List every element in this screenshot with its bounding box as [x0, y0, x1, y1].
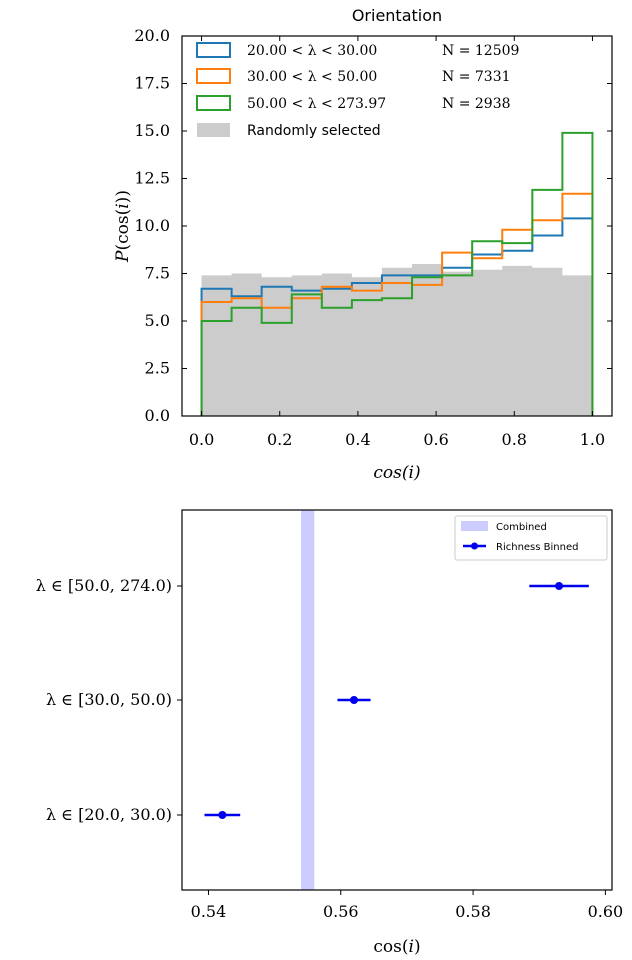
x-tick-label: 1.0 [580, 430, 605, 449]
legend-n-1: N = 7331 [442, 69, 511, 85]
y-axis-label: P(cos(i)) [113, 190, 133, 263]
y-tick-label: 0.0 [145, 406, 170, 425]
histogram-series [200, 131, 594, 416]
data-point [555, 582, 564, 590]
y-axis: 0.0 2.5 5.0 7.5 10.0 12.5 15.0 17.5 20.0 [134, 26, 612, 425]
y-tick-label: 20.0 [134, 26, 170, 45]
legend-swatch-background [197, 123, 230, 137]
y-tick-label: 7.5 [145, 264, 170, 283]
chart-title: Orientation [352, 6, 442, 25]
legend-swatch-1 [196, 68, 231, 84]
legend-swatch-0 [196, 42, 231, 58]
data-point [350, 696, 358, 704]
y-tick-label: 5.0 [145, 311, 170, 330]
legend-label-combined: Combined [496, 522, 547, 533]
x-axis-label: cos(i) [373, 463, 420, 483]
y-tick-label: 10.0 [134, 216, 170, 235]
x-axis: 0.0 0.2 0.4 0.6 0.8 1.0 [189, 36, 605, 449]
legend-n-0: N = 12509 [442, 43, 519, 59]
legend-label-0: 20.00 < λ < 30.00 [247, 43, 377, 59]
legend-swatch-marker [471, 542, 478, 550]
legend-n-2: N = 2938 [442, 96, 511, 112]
y-tick-label: 15.0 [134, 121, 170, 140]
y-tick-label: 2.5 [145, 359, 170, 378]
combined-band [301, 510, 315, 890]
x-tick-label: 0.8 [502, 430, 527, 449]
y-tick-label: 12.5 [134, 169, 170, 188]
legend-swatch-combined [461, 521, 488, 531]
background-histogram-fill [201, 264, 593, 416]
x-axis-label-2: cos(i) [373, 937, 420, 957]
x-axis-2: 0.54 0.56 0.58 0.60 [191, 890, 624, 921]
category-label: λ ∈ [50.0, 274.0) [36, 576, 172, 595]
legend-label-richness: Richness Binned [496, 542, 578, 553]
x-tick-label: 0.2 [267, 430, 292, 449]
legend-box [454, 515, 608, 561]
legend-swatch-2 [196, 95, 231, 111]
plot-frame-2 [181, 509, 613, 891]
x-tick-label-2: 0.58 [455, 902, 491, 921]
legend-label-background: Randomly selected [247, 123, 381, 139]
category-label: λ ∈ [30.0, 50.0) [46, 690, 172, 709]
category-label: λ ∈ [20.0, 30.0) [46, 805, 172, 824]
x-tick-label-2: 0.54 [191, 902, 227, 921]
x-tick-label-2: 0.56 [323, 902, 359, 921]
data-point [218, 811, 227, 819]
richness-binned-points [204, 582, 589, 819]
y-axis-2: λ ∈ [50.0, 274.0) λ ∈ [30.0, 50.0) λ ∈ [20… [36, 576, 182, 824]
randomly-selected-background [201, 264, 593, 416]
histogram-legend: 20.00 < λ < 30.00 N = 12509 30.00 < λ < 50… [196, 42, 519, 139]
legend-label-2: 50.00 < λ < 273.97 [247, 96, 386, 112]
errorbar-legend: Combined Richness Binned [454, 515, 608, 561]
x-tick-label: 0.6 [423, 430, 448, 449]
legend-label-1: 30.00 < λ < 50.00 [247, 69, 377, 85]
errorbar-chart: 0.54 0.56 0.58 0.60 λ ∈ [50.0, 274.0) λ ∈ [3… [36, 509, 624, 957]
histogram-series-2 [200, 131, 594, 416]
x-tick-label: 0.0 [189, 430, 214, 449]
x-tick-label-2: 0.60 [588, 902, 624, 921]
combined-band-rect [301, 510, 315, 890]
y-tick-label: 17.5 [134, 74, 170, 93]
histogram-chart: Orientation 0.0 0.2 0.4 0.6 0.8 1.0 0.0 2.5 5.0… [113, 6, 613, 483]
x-tick-label: 0.4 [345, 430, 370, 449]
